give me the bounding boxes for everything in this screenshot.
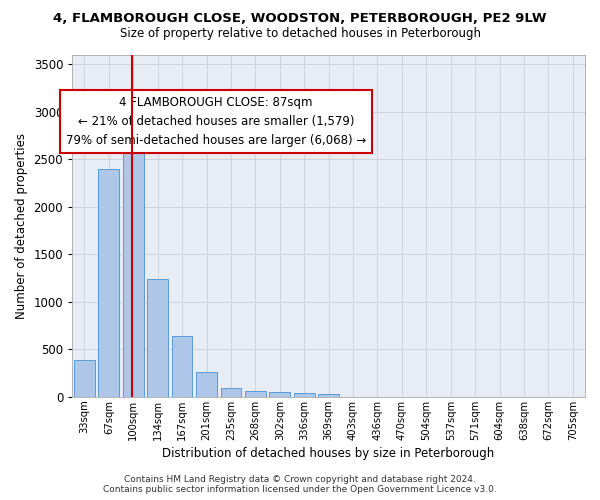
Bar	[221, 388, 241, 397]
Bar	[172, 336, 193, 397]
Bar	[318, 394, 339, 397]
Bar	[196, 372, 217, 397]
Bar	[294, 393, 314, 397]
Bar	[245, 391, 266, 397]
Text: 4 FLAMBOROUGH CLOSE: 87sqm
← 21% of detached houses are smaller (1,579)
79% of s: 4 FLAMBOROUGH CLOSE: 87sqm ← 21% of deta…	[65, 96, 366, 147]
Y-axis label: Number of detached properties: Number of detached properties	[15, 133, 28, 319]
Text: Size of property relative to detached houses in Peterborough: Size of property relative to detached ho…	[119, 28, 481, 40]
Text: 4, FLAMBOROUGH CLOSE, WOODSTON, PETERBOROUGH, PE2 9LW: 4, FLAMBOROUGH CLOSE, WOODSTON, PETERBOR…	[53, 12, 547, 26]
X-axis label: Distribution of detached houses by size in Peterborough: Distribution of detached houses by size …	[163, 447, 495, 460]
Bar	[123, 149, 143, 397]
Bar	[74, 360, 95, 397]
Text: Contains HM Land Registry data © Crown copyright and database right 2024.
Contai: Contains HM Land Registry data © Crown c…	[103, 474, 497, 494]
Bar	[269, 392, 290, 397]
Bar	[98, 169, 119, 397]
Bar	[147, 279, 168, 397]
